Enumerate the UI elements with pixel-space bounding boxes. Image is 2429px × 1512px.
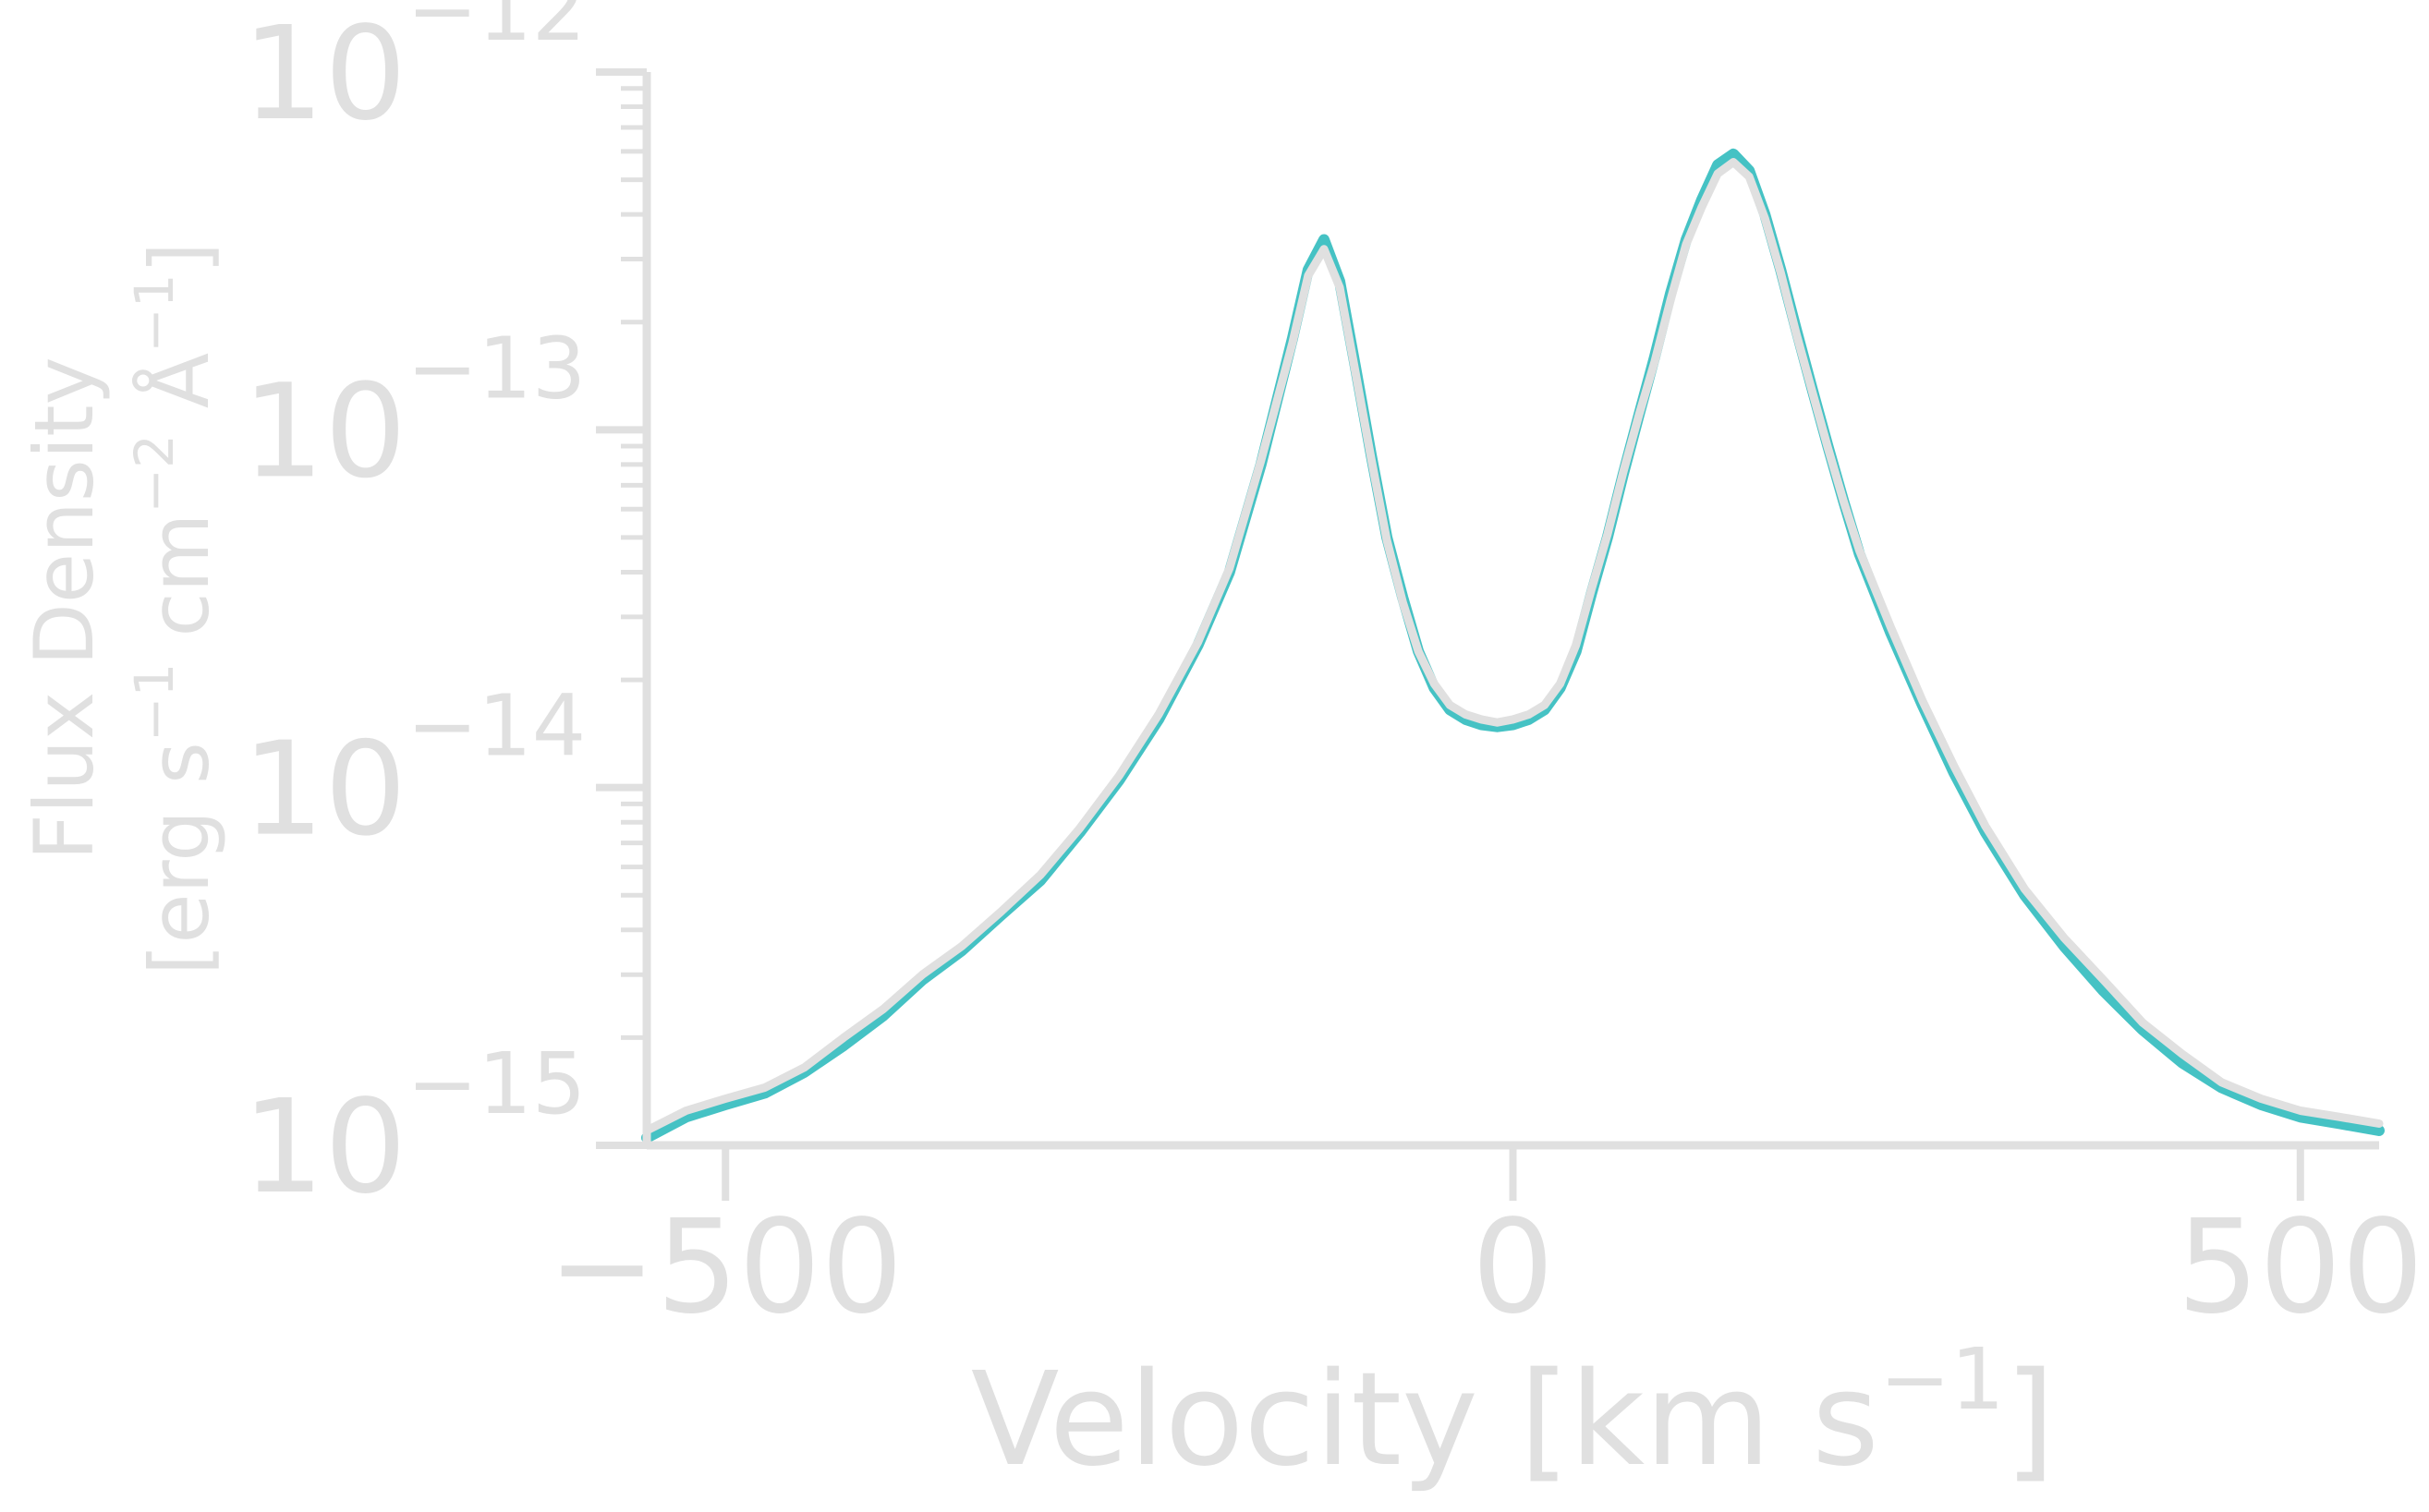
axis-labels: Velocity [km s−1] Flux Density [erg s−1 cm… — [17, 242, 2055, 1495]
tick-labels: −500 0 500 10−15 10−14 10−13 10−12 — [242, 0, 2423, 1343]
x-axis-label: Velocity [km s−1] — [971, 1330, 2055, 1495]
x-tick-label: 0 — [1472, 1192, 1554, 1343]
y-tick-label: 10−13 — [242, 319, 586, 507]
y-tick-label: 10−14 — [242, 677, 586, 865]
x-tick-label: 500 — [2177, 1192, 2423, 1343]
y-axis-label-line-1: Flux Density — [17, 357, 112, 860]
axes — [596, 68, 2379, 1201]
x-tick-label: −500 — [548, 1192, 904, 1343]
y-tick-label: 10−15 — [242, 1034, 586, 1223]
series-line-2 — [642, 158, 2384, 1135]
plot-lines — [641, 148, 2385, 1143]
y-tick-label: 10−12 — [242, 0, 586, 150]
y-axis-label-line-2: [erg s−1 cm−2 Å−1] — [123, 242, 227, 975]
